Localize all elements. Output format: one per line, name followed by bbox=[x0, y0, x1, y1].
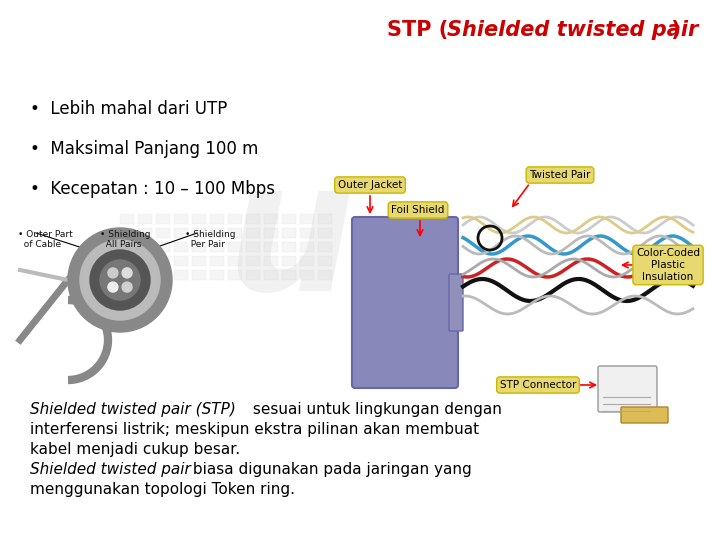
Bar bbox=[138, 214, 152, 224]
Text: Shielded twisted pair: Shielded twisted pair bbox=[447, 20, 698, 40]
Text: •  Maksimal Panjang 100 m: • Maksimal Panjang 100 m bbox=[30, 140, 258, 158]
Bar bbox=[282, 256, 296, 266]
Bar bbox=[210, 242, 224, 252]
Bar bbox=[210, 214, 224, 224]
Bar bbox=[138, 256, 152, 266]
Bar bbox=[120, 256, 134, 266]
Bar bbox=[138, 242, 152, 252]
Bar bbox=[246, 214, 260, 224]
Bar bbox=[192, 256, 206, 266]
Text: Outer Jacket: Outer Jacket bbox=[338, 180, 402, 190]
Bar bbox=[246, 242, 260, 252]
Text: Shielded twisted pair (STP): Shielded twisted pair (STP) bbox=[30, 402, 236, 417]
Text: interferensi listrik; meskipun ekstra pilinan akan membuat: interferensi listrik; meskipun ekstra pi… bbox=[30, 422, 479, 437]
Text: kabel menjadi cukup besar.: kabel menjadi cukup besar. bbox=[30, 442, 240, 457]
Text: menggunakan topologi Token ring.: menggunakan topologi Token ring. bbox=[30, 482, 295, 497]
Circle shape bbox=[100, 260, 140, 300]
Text: STP (: STP ( bbox=[387, 20, 449, 40]
Circle shape bbox=[122, 268, 132, 278]
Bar bbox=[120, 242, 134, 252]
Bar bbox=[174, 270, 188, 280]
FancyBboxPatch shape bbox=[449, 274, 463, 331]
Bar bbox=[156, 270, 170, 280]
Bar bbox=[264, 242, 278, 252]
Bar bbox=[174, 242, 188, 252]
Text: Color-Coded
Plastic
Insulation: Color-Coded Plastic Insulation bbox=[636, 248, 700, 281]
Circle shape bbox=[122, 282, 132, 292]
Text: • Outer Part
  of Cable: • Outer Part of Cable bbox=[18, 230, 73, 249]
Bar bbox=[192, 228, 206, 238]
Circle shape bbox=[108, 282, 118, 292]
Bar bbox=[192, 214, 206, 224]
Bar bbox=[264, 214, 278, 224]
Text: biasa digunakan pada jaringan yang: biasa digunakan pada jaringan yang bbox=[188, 462, 472, 477]
Bar bbox=[318, 270, 332, 280]
Bar bbox=[300, 228, 314, 238]
Bar bbox=[228, 228, 242, 238]
Bar bbox=[156, 256, 170, 266]
Bar bbox=[228, 270, 242, 280]
Text: u: u bbox=[226, 152, 354, 328]
Text: Twisted Pair: Twisted Pair bbox=[529, 170, 590, 180]
Bar bbox=[156, 214, 170, 224]
Bar bbox=[282, 242, 296, 252]
Bar bbox=[174, 214, 188, 224]
Bar bbox=[264, 256, 278, 266]
Bar bbox=[246, 270, 260, 280]
Bar bbox=[228, 256, 242, 266]
Bar bbox=[246, 256, 260, 266]
Bar bbox=[156, 228, 170, 238]
Bar bbox=[192, 270, 206, 280]
Bar bbox=[210, 256, 224, 266]
Bar bbox=[318, 242, 332, 252]
Bar bbox=[228, 214, 242, 224]
Circle shape bbox=[108, 268, 118, 278]
Bar bbox=[246, 228, 260, 238]
Bar bbox=[318, 256, 332, 266]
FancyBboxPatch shape bbox=[621, 407, 668, 423]
Text: • Shielding
  All Pairs: • Shielding All Pairs bbox=[100, 230, 150, 249]
Bar bbox=[120, 228, 134, 238]
Bar bbox=[282, 270, 296, 280]
Circle shape bbox=[68, 228, 172, 332]
Bar bbox=[282, 214, 296, 224]
Bar bbox=[318, 228, 332, 238]
Bar bbox=[156, 242, 170, 252]
Text: Foil Shield: Foil Shield bbox=[391, 205, 445, 215]
Bar bbox=[210, 228, 224, 238]
Bar bbox=[138, 228, 152, 238]
Text: •  Kecepatan : 10 – 100 Mbps: • Kecepatan : 10 – 100 Mbps bbox=[30, 180, 275, 198]
Circle shape bbox=[80, 240, 160, 320]
Text: sesuai untuk lingkungan dengan: sesuai untuk lingkungan dengan bbox=[248, 402, 502, 417]
Bar bbox=[138, 270, 152, 280]
Bar bbox=[300, 242, 314, 252]
Bar bbox=[264, 228, 278, 238]
FancyBboxPatch shape bbox=[598, 366, 657, 412]
Bar bbox=[228, 242, 242, 252]
Bar bbox=[264, 270, 278, 280]
Bar bbox=[300, 256, 314, 266]
Bar bbox=[174, 256, 188, 266]
Text: •  Lebih mahal dari UTP: • Lebih mahal dari UTP bbox=[30, 100, 228, 118]
FancyBboxPatch shape bbox=[352, 217, 458, 388]
Bar bbox=[120, 214, 134, 224]
Bar bbox=[174, 228, 188, 238]
Text: STP Connector: STP Connector bbox=[500, 380, 576, 390]
Bar bbox=[192, 242, 206, 252]
Circle shape bbox=[90, 250, 150, 310]
Text: ): ) bbox=[664, 20, 680, 40]
Text: • Shielding
  Per Pair: • Shielding Per Pair bbox=[185, 230, 235, 249]
Bar bbox=[120, 270, 134, 280]
Bar bbox=[282, 228, 296, 238]
Bar bbox=[318, 214, 332, 224]
Text: Shielded twisted pair: Shielded twisted pair bbox=[30, 462, 191, 477]
Bar bbox=[300, 214, 314, 224]
Bar bbox=[300, 270, 314, 280]
Bar bbox=[210, 270, 224, 280]
